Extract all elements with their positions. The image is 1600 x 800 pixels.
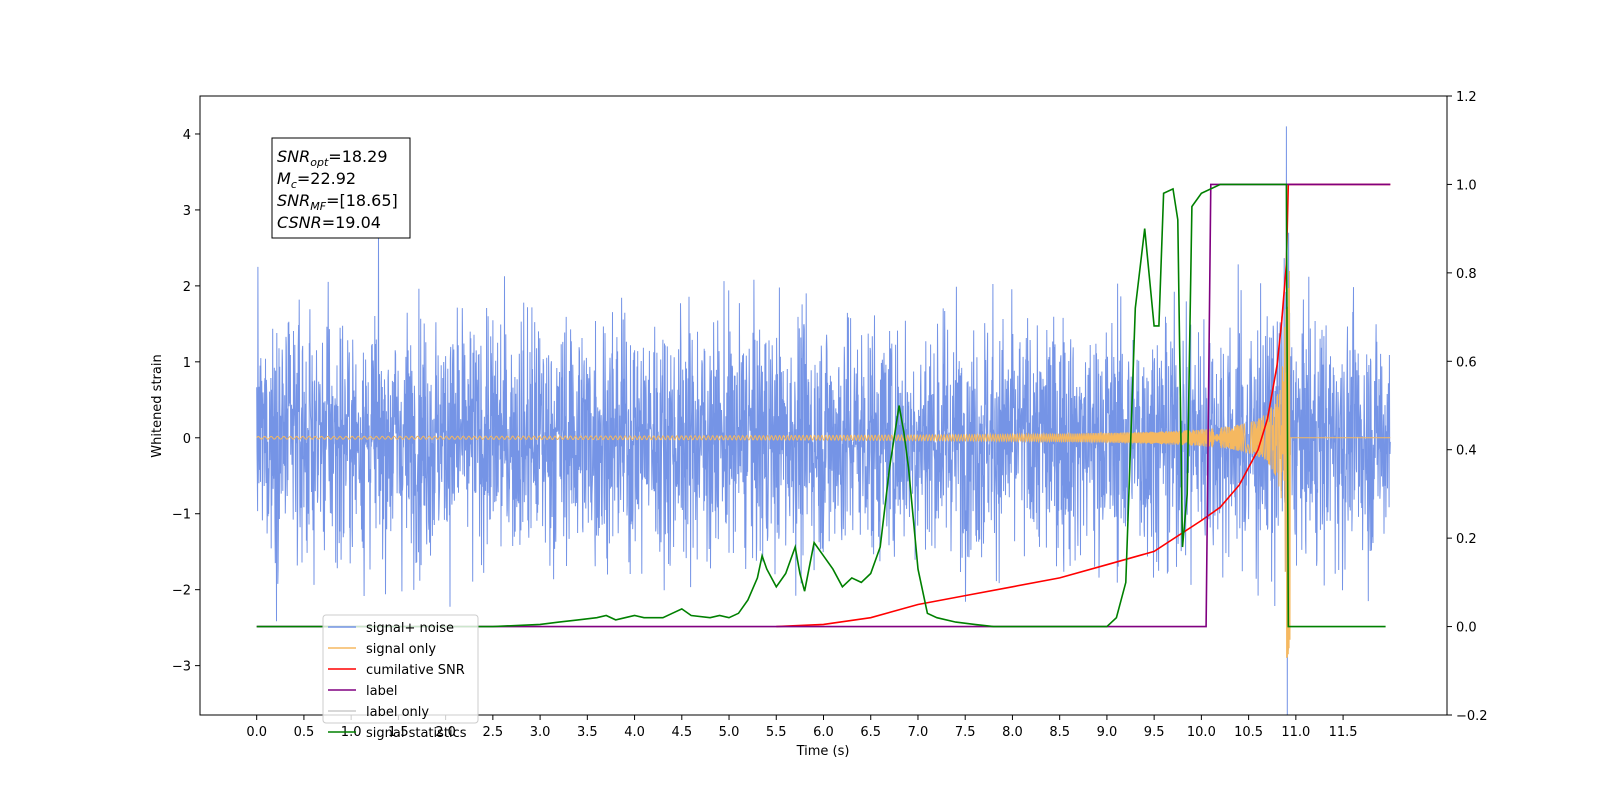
y-tick-label: 3 bbox=[183, 204, 191, 219]
annotation-value: =19.04 bbox=[322, 213, 381, 232]
annotation-subscript: c bbox=[291, 178, 297, 191]
x-tick-label: 0.0 bbox=[246, 725, 267, 740]
annotation-line: SNRopt=18.29 bbox=[277, 147, 388, 169]
x-tick-label: 5.0 bbox=[719, 725, 740, 740]
y2-tick-label: 1.0 bbox=[1456, 178, 1477, 193]
series-label bbox=[256, 183, 1391, 628]
x-tick-label: 8.5 bbox=[1049, 725, 1070, 740]
legend: signal+ noise signal only cumilative SNR la… bbox=[322, 614, 479, 741]
x-tick-label: 2.0 bbox=[435, 725, 456, 740]
y-tick-label: 2 bbox=[183, 280, 191, 295]
y-axis-label: Whitened strain bbox=[150, 354, 165, 457]
x-tick-label: 6.0 bbox=[813, 725, 834, 740]
y2-tick-label: −0.2 bbox=[1456, 709, 1488, 724]
y-tick-label: −3 bbox=[172, 660, 191, 675]
x-tick-label: 1.5 bbox=[388, 725, 409, 740]
x-tick-label: 8.0 bbox=[1002, 725, 1023, 740]
x-tick-label: 9.0 bbox=[1097, 725, 1118, 740]
annotation-line: Mc=22.92 bbox=[277, 169, 356, 191]
x-tick-label: 4.0 bbox=[624, 725, 645, 740]
x-tick-label: 4.5 bbox=[671, 725, 692, 740]
annotation-symbol: SNR bbox=[277, 191, 310, 210]
y2-tick-label: 0.4 bbox=[1456, 444, 1477, 459]
annotation-value: =18.29 bbox=[328, 147, 387, 166]
y2-tick-label: 0.0 bbox=[1456, 621, 1477, 636]
y-axis-right: −0.2 0.0 0.2 0.4 0.6 0.8 1.0 1.2 bbox=[1447, 90, 1488, 724]
series-signal-statistics bbox=[256, 183, 1386, 628]
annotation-subscript: MF bbox=[310, 200, 326, 213]
legend-label: signal statistics bbox=[366, 726, 467, 741]
x-tick-label: 11.0 bbox=[1281, 725, 1310, 740]
annotation-value: =22.92 bbox=[297, 169, 356, 188]
y2-tick-label: 1.2 bbox=[1456, 90, 1477, 105]
annotation-symbol: M bbox=[277, 169, 291, 188]
annotation-symbol: SNR bbox=[277, 147, 310, 166]
legend-frame bbox=[322, 614, 479, 724]
series-signal-noise bbox=[256, 126, 1391, 715]
x-axis-label: Time (s) bbox=[796, 744, 850, 759]
annotation-symbol: CSNR bbox=[277, 213, 322, 232]
legend-label: label bbox=[366, 684, 397, 699]
annotation-box: SNRopt=18.29Mc=22.92SNRMF=[18.65]CSNR=19… bbox=[271, 137, 411, 239]
legend-label: signal only bbox=[366, 642, 436, 657]
x-tick-label: 10.0 bbox=[1187, 725, 1216, 740]
y2-tick-label: 0.6 bbox=[1456, 355, 1477, 370]
y2-tick-label: 0.8 bbox=[1456, 267, 1477, 282]
x-tick-label: 7.5 bbox=[955, 725, 976, 740]
legend-label: signal+ noise bbox=[366, 621, 454, 636]
legend-label: label only bbox=[366, 705, 429, 720]
x-tick-label: 2.5 bbox=[483, 725, 504, 740]
x-tick-label: 5.5 bbox=[766, 725, 787, 740]
x-tick-label: 0.5 bbox=[294, 725, 315, 740]
y-tick-label: 0 bbox=[183, 432, 191, 447]
x-tick-label: 10.5 bbox=[1234, 725, 1263, 740]
y2-tick-label: 0.2 bbox=[1456, 532, 1477, 547]
series-layer bbox=[256, 126, 1391, 715]
y-tick-label: −2 bbox=[172, 584, 191, 599]
annotation-line: SNRMF=[18.65] bbox=[277, 191, 398, 213]
series-signal-only bbox=[256, 270, 1391, 658]
legend-label: cumilative SNR bbox=[366, 663, 465, 678]
y-tick-label: 1 bbox=[183, 356, 191, 371]
series-cumilative-snr bbox=[776, 183, 1391, 628]
x-tick-label: 6.5 bbox=[860, 725, 881, 740]
y-tick-label: −1 bbox=[172, 508, 191, 523]
annotation-frame bbox=[271, 137, 411, 239]
annotation-subscript: opt bbox=[310, 156, 329, 169]
annotation-value: =[18.65] bbox=[326, 191, 398, 210]
x-tick-label: 3.5 bbox=[577, 725, 598, 740]
x-tick-label: 11.5 bbox=[1329, 725, 1358, 740]
x-axis: 0.0 0.5 1.0 1.5 2.0 2.5 3.0 3.5 4.0 4.5 5.0 5.5 6.0 6… bbox=[246, 715, 1358, 740]
y-axis-left: −3 −2 −1 0 1 2 3 4 bbox=[172, 128, 200, 675]
x-tick-label: 7.0 bbox=[908, 725, 929, 740]
x-tick-label: 9.5 bbox=[1144, 725, 1165, 740]
annotation-line: CSNR=19.04 bbox=[277, 213, 381, 232]
x-tick-label: 3.0 bbox=[530, 725, 551, 740]
y-tick-label: 4 bbox=[183, 128, 191, 143]
